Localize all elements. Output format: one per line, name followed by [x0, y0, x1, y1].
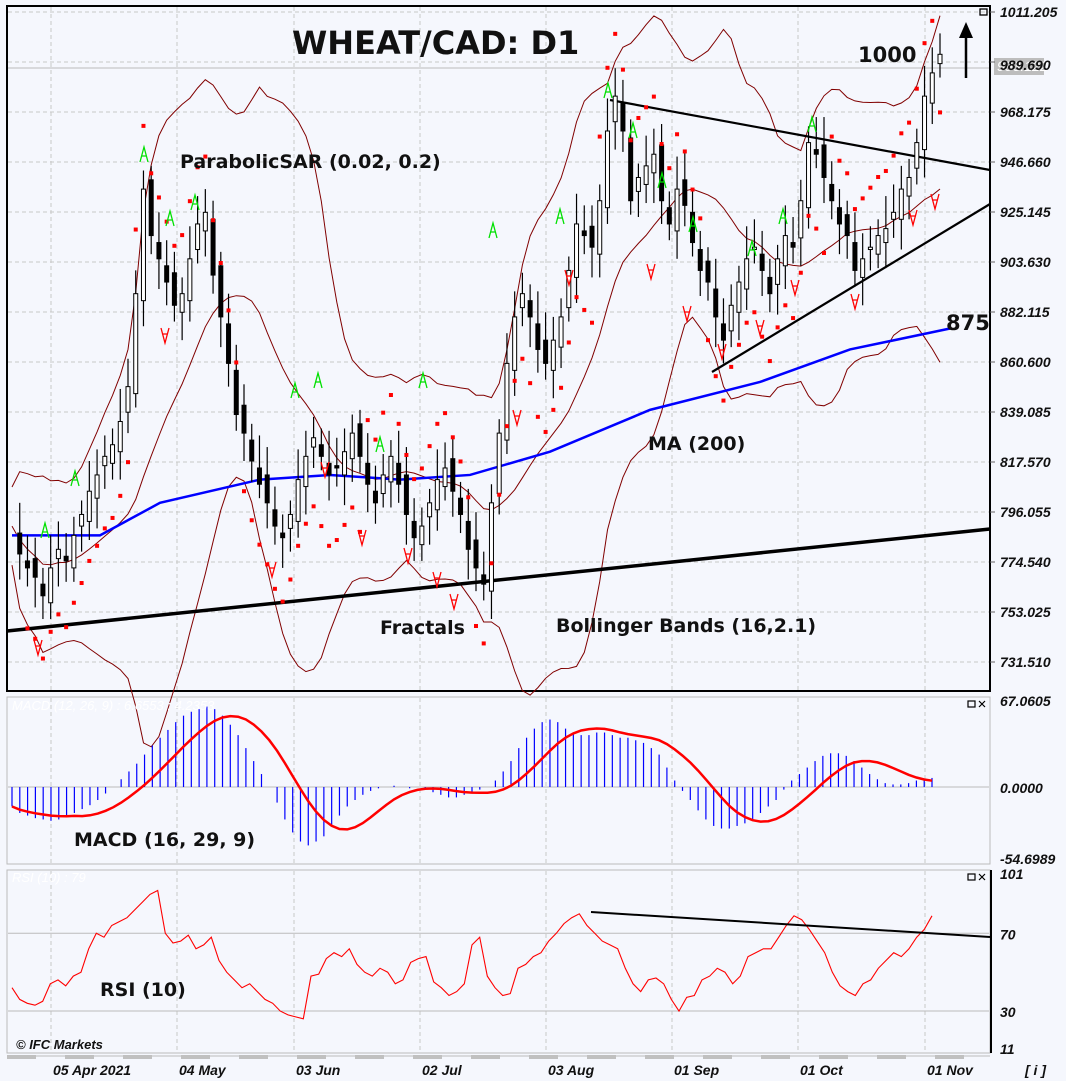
- rsi-header: RSI (10) : 79: [12, 870, 86, 885]
- current-price-tag: [994, 58, 1044, 75]
- up-arrow-icon: [959, 22, 973, 78]
- psar-label: ParabolicSAR (0.02, 0.2): [180, 151, 441, 173]
- svg-text:01 Sep: 01 Sep: [674, 1062, 720, 1078]
- candles: [17, 33, 943, 620]
- fractal-markers: [33, 80, 940, 658]
- svg-text:11: 11: [1000, 1041, 1015, 1057]
- chart-title: WHEAT/CAD: D1: [292, 24, 579, 62]
- svg-text:03 Jun: 03 Jun: [296, 1062, 340, 1078]
- svg-text:774.540: 774.540: [1000, 554, 1051, 570]
- rsi-panel: [6, 869, 991, 1054]
- maximize-icon[interactable]: [967, 873, 976, 881]
- svg-text:946.660: 946.660: [1000, 154, 1051, 170]
- svg-text:01 Nov: 01 Nov: [927, 1062, 974, 1078]
- macd-header: MACD (12, 26, 9) : 6.6553 : 4.2353: [12, 698, 215, 713]
- info-button[interactable]: [ i ]: [1024, 1062, 1047, 1078]
- grid-lines: [8, 7, 989, 1052]
- target-label: 1000: [858, 43, 916, 67]
- svg-text:03 Aug: 03 Aug: [548, 1062, 595, 1078]
- macd-window-controls[interactable]: [967, 700, 986, 708]
- rsi-window-controls[interactable]: [967, 873, 986, 881]
- support-label: 875: [946, 311, 990, 335]
- svg-text:903.630: 903.630: [1000, 254, 1051, 270]
- svg-text:30: 30: [1000, 1004, 1016, 1020]
- svg-text:-54.6989: -54.6989: [1000, 851, 1055, 867]
- price-axis: 1011.205 989.690 968.175 946.660 925.145 903.…: [990, 4, 1058, 1057]
- time-axis: 05 Apr 2021 04 May 03 Jun 02 Jul 03 Aug 01 Se…: [53, 1062, 974, 1078]
- svg-text:70: 70: [1000, 926, 1016, 942]
- svg-text:67.0605: 67.0605: [1000, 693, 1051, 709]
- svg-text:753.025: 753.025: [1000, 604, 1051, 620]
- time-scrollbar[interactable]: [7, 1055, 990, 1059]
- svg-text:02 Jul: 02 Jul: [422, 1062, 463, 1078]
- price-panel: [6, 5, 991, 692]
- svg-text:925.145: 925.145: [1000, 204, 1051, 220]
- svg-text:860.600: 860.600: [1000, 354, 1051, 370]
- current-price-value: 993.122: [997, 58, 1048, 74]
- close-icon[interactable]: [978, 873, 986, 881]
- svg-text:882.115: 882.115: [1000, 304, 1050, 320]
- svg-text:05 Apr 2021: 05 Apr 2021: [53, 1062, 131, 1078]
- svg-text:839.085: 839.085: [1000, 404, 1051, 420]
- copyright: © IFC Markets: [16, 1037, 103, 1052]
- rsi-series: [11, 889, 991, 1020]
- svg-text:101: 101: [1000, 866, 1024, 882]
- svg-text:796.055: 796.055: [1000, 504, 1051, 520]
- fractals-label: Fractals: [380, 617, 465, 639]
- ma200-line: [12, 327, 951, 537]
- svg-text:989.690: 989.690: [1000, 57, 1051, 73]
- macd-series: [11, 706, 933, 846]
- svg-text:731.510: 731.510: [1000, 654, 1051, 670]
- maximize-icon[interactable]: [967, 700, 976, 708]
- svg-text:0.0000: 0.0000: [1000, 780, 1043, 796]
- svg-text:968.175: 968.175: [1000, 104, 1051, 120]
- svg-text:01 Oct: 01 Oct: [800, 1062, 844, 1078]
- svg-text:04 May: 04 May: [179, 1062, 227, 1078]
- svg-text:1011.205: 1011.205: [1000, 4, 1058, 20]
- close-icon[interactable]: [978, 700, 986, 708]
- maximize-icon[interactable]: [979, 8, 988, 16]
- bbands-label: Bollinger Bands (16,2.1): [556, 615, 816, 637]
- parabolic-sar-dots: [25, 18, 942, 661]
- rsi-label: RSI (10): [100, 979, 186, 1001]
- trendlines: [6, 98, 991, 633]
- svg-text:817.570: 817.570: [1000, 454, 1051, 470]
- macd-label: MACD (16, 29, 9): [74, 829, 255, 851]
- ma200-label: MA (200): [648, 433, 745, 455]
